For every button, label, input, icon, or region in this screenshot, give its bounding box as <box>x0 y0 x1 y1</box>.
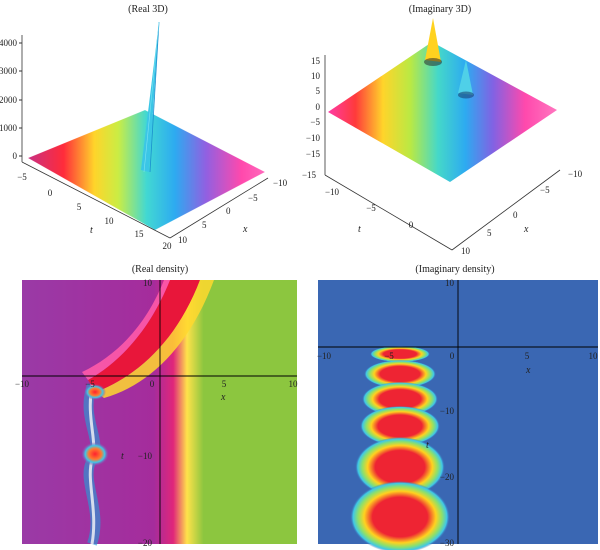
z-tick-label: −10 <box>306 133 321 143</box>
z-tick-label: 2000 <box>0 95 18 105</box>
x-tick-label: −10 <box>568 169 583 179</box>
y-tick-label: −10 <box>440 406 455 416</box>
y-tick-label: −20 <box>138 538 153 548</box>
y-axis-label-imaginary-density: t <box>426 440 429 451</box>
y-ticks-imaginary-density: 10 −10 −20 −30 <box>440 278 455 548</box>
t-tick-label: 15 <box>135 229 145 239</box>
t-ticks-real-3d: −5 0 5 10 15 20 <box>17 172 172 251</box>
x-tick-label: 5 <box>202 220 207 230</box>
x-tick-label: −5 <box>85 379 95 389</box>
x-tick-label: −5 <box>248 193 258 203</box>
z-tick-label: −5 <box>310 117 320 127</box>
title-imaginary-3d: (Imaginary 3D) <box>409 4 471 15</box>
t-tick-label: 0 <box>48 188 53 198</box>
y-tick-label: 10 <box>445 278 455 288</box>
x-axis-label-imaginary-density: x <box>525 365 531 376</box>
x-ticks-real-3d: −10 −5 0 5 10 <box>178 178 288 245</box>
z-ticks-imaginary-3d: 15 10 5 0 −5 −10 −15 <box>306 56 321 159</box>
density-blobs-imaginary <box>350 346 450 550</box>
x-tick-label: 0 <box>226 206 231 216</box>
x-tick-label: 5 <box>487 228 492 238</box>
t-tick-label: 0 <box>409 220 414 230</box>
z-tick-label: −15 <box>306 149 321 159</box>
z-tick-label: 4000 <box>0 38 18 48</box>
x-tick-label: −10 <box>273 178 288 188</box>
blob <box>355 437 445 497</box>
t-axis-real-3d <box>21 161 171 239</box>
blob <box>364 360 436 388</box>
x-tick-label: 0 <box>450 351 455 361</box>
z-tick-label: 0 <box>13 151 18 161</box>
t-tick-label: 20 <box>163 241 173 251</box>
x-tick-label: 5 <box>525 351 530 361</box>
z-tick-label: 3000 <box>0 66 18 76</box>
title-real-density: (Real density) <box>132 264 188 275</box>
z-ticks-real-3d: 0 1000 2000 3000 4000 <box>0 38 22 161</box>
panel-imaginary-3d: (Imaginary 3D) 15 10 5 0 −5 −10 −15 −15 … <box>302 4 583 256</box>
x-tick-label: 10 <box>589 351 599 361</box>
z-tick-label: 10 <box>311 71 321 81</box>
x-axis-label-real-3d: x <box>242 224 248 235</box>
peak-imaginary-1 <box>425 18 441 62</box>
panel-imaginary-density: (Imaginary density) −10 −5 0 5 10 x 10 −… <box>317 264 598 550</box>
dipole-spot-2 <box>81 442 109 466</box>
peak-imaginary-2 <box>458 60 473 95</box>
blob <box>360 406 440 446</box>
y-tick-label: −20 <box>440 472 455 482</box>
x-tick-label: 10 <box>461 246 471 256</box>
x-tick-label: 10 <box>178 235 188 245</box>
peak-spike-real <box>141 22 159 172</box>
t-ticks-imaginary-3d: −15 −10 −5 0 <box>302 170 414 230</box>
t-tick-label: 10 <box>105 216 115 226</box>
y-tick-label: −30 <box>440 538 455 548</box>
x-tick-label: −10 <box>317 351 332 361</box>
x-tick-label: −5 <box>384 351 394 361</box>
title-real-3d: (Real 3D) <box>128 4 168 15</box>
x-ticks-imaginary-3d: −10 −5 0 5 10 <box>461 169 583 256</box>
front-band-real <box>88 280 200 392</box>
title-imaginary-density: (Imaginary density) <box>415 264 494 275</box>
t-tick-label: −5 <box>17 172 27 182</box>
blob <box>362 382 438 416</box>
blob <box>370 346 430 362</box>
x-ticks-real-density: −10 −5 0 5 10 <box>15 379 298 389</box>
x-tick-label: 0 <box>513 210 518 220</box>
t-tick-label: −15 <box>302 170 317 180</box>
panel-real-3d: (Real 3D) 0 1000 2000 3000 4000 −5 0 5 1… <box>0 4 288 251</box>
x-tick-label: 5 <box>222 379 227 389</box>
z-tick-label: 0 <box>316 102 321 112</box>
t-tick-label: 5 <box>77 202 82 212</box>
z-tick-label: 1000 <box>0 123 18 133</box>
t-tick-label: −10 <box>325 187 340 197</box>
t-axis-imaginary-3d <box>324 174 453 251</box>
x-tick-label: 10 <box>289 379 299 389</box>
panel-real-density: (Real density) −10 −5 0 5 10 x 10 −10 −2… <box>15 264 298 548</box>
x-tick-label: 0 <box>150 379 155 389</box>
surface-imaginary-3d <box>328 42 557 182</box>
x-axis-label-imaginary-3d: x <box>523 224 529 235</box>
z-tick-label: 15 <box>311 56 321 66</box>
x-tick-label: −5 <box>540 185 550 195</box>
y-ticks-real-density: 10 −10 −20 <box>138 278 153 548</box>
t-axis-label-imaginary-3d: t <box>358 224 361 235</box>
t-axis-label-real-3d: t <box>90 225 93 236</box>
t-tick-label: −5 <box>366 203 376 213</box>
blob <box>350 481 450 550</box>
y-tick-label: 10 <box>143 278 153 288</box>
x-axis-real-3d <box>169 177 269 239</box>
x-axis-label-real-density: x <box>220 392 226 403</box>
x-ticks-imaginary-density: −10 −5 0 5 10 <box>317 351 598 361</box>
y-axis-label-real-density: t <box>121 451 124 462</box>
z-tick-label: 5 <box>316 86 321 96</box>
x-tick-label: −10 <box>15 379 30 389</box>
x-axis-imaginary-3d <box>451 169 561 251</box>
dipole-spot-1 <box>84 384 106 400</box>
y-tick-label: −10 <box>138 451 153 461</box>
